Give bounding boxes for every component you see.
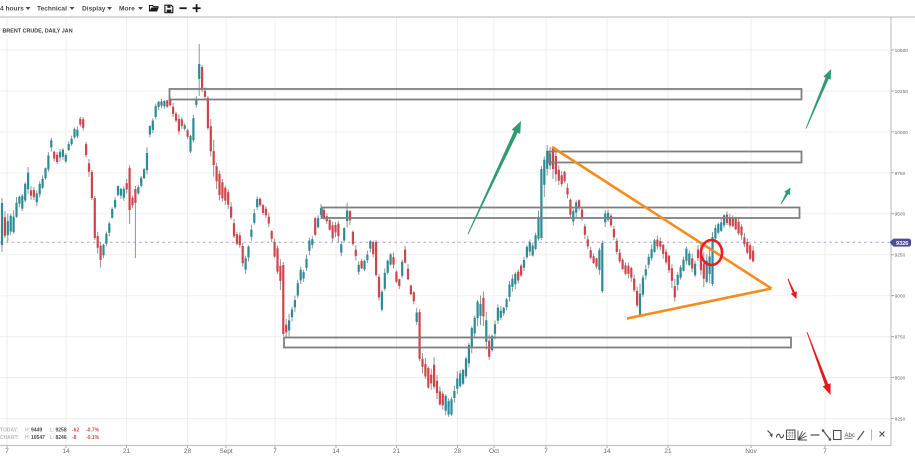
svg-text:14: 14 <box>603 448 611 455</box>
svg-text:4 hours: 4 hours <box>0 6 24 13</box>
svg-text:8500: 8500 <box>895 376 906 382</box>
svg-text:8246: 8246 <box>56 435 67 441</box>
svg-text:9250: 9250 <box>895 253 906 259</box>
svg-text:-62: -62 <box>72 428 79 434</box>
svg-text:9750: 9750 <box>895 171 906 177</box>
svg-text:9000: 9000 <box>895 294 906 300</box>
svg-text:9449: 9449 <box>31 428 42 434</box>
svg-text:9500: 9500 <box>895 212 906 218</box>
svg-text:9258: 9258 <box>56 428 67 434</box>
svg-text:Nov: Nov <box>745 448 757 455</box>
svg-text:7: 7 <box>823 448 827 455</box>
svg-text:H:: H: <box>25 428 30 434</box>
svg-text:-0.7%: -0.7% <box>86 428 100 434</box>
svg-text:Abc: Abc <box>845 433 855 439</box>
svg-text:8750: 8750 <box>895 335 906 341</box>
svg-text:BRENT CRUDE, DAILY JAN: BRENT CRUDE, DAILY JAN <box>3 29 73 35</box>
svg-text:7: 7 <box>544 448 548 455</box>
svg-text:Display: Display <box>82 6 106 13</box>
svg-text:10547: 10547 <box>31 435 45 441</box>
svg-text:9326: 9326 <box>896 241 908 247</box>
svg-text:10500: 10500 <box>895 48 909 54</box>
svg-text:Oct: Oct <box>489 448 499 455</box>
svg-text:28: 28 <box>454 448 462 455</box>
svg-text:10250: 10250 <box>895 89 909 95</box>
svg-text:H:: H: <box>25 435 30 441</box>
svg-text:10000: 10000 <box>895 130 909 136</box>
svg-text:Technical: Technical <box>37 6 67 13</box>
svg-text:TODAY:: TODAY: <box>0 428 19 434</box>
svg-text:-0.1%: -0.1% <box>86 435 100 441</box>
svg-text:L:: L: <box>50 435 54 441</box>
svg-text:21: 21 <box>123 448 131 455</box>
svg-text:7: 7 <box>273 448 277 455</box>
svg-text:-8: -8 <box>72 435 77 441</box>
svg-text:21: 21 <box>393 448 401 455</box>
svg-text:21: 21 <box>664 448 672 455</box>
svg-text:14: 14 <box>62 448 70 455</box>
svg-text:14: 14 <box>332 448 340 455</box>
svg-text:More: More <box>119 6 135 13</box>
svg-text:L:: L: <box>50 428 54 434</box>
svg-text:7: 7 <box>5 448 9 455</box>
svg-text:28: 28 <box>184 448 192 455</box>
svg-text:8250: 8250 <box>895 417 906 423</box>
svg-text:Sept: Sept <box>219 448 233 455</box>
svg-text:CHART:: CHART: <box>0 435 19 441</box>
